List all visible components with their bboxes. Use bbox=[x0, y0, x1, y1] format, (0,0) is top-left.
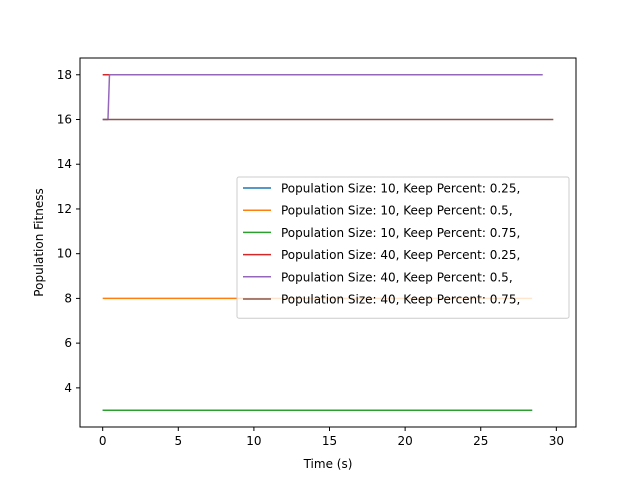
legend-label-4: Population Size: 40, Keep Percent: 0.25, bbox=[281, 248, 520, 262]
legend-label-1: Population Size: 10, Keep Percent: 0.25, bbox=[281, 182, 520, 196]
x-tick-label: 15 bbox=[322, 434, 337, 448]
legend-label-6: Population Size: 40, Keep Percent: 0.75, bbox=[281, 293, 520, 307]
y-axis-label: Population Fitness bbox=[32, 188, 46, 296]
x-tick-label: 0 bbox=[99, 434, 107, 448]
y-axis-ticks: 4 6 8 10 12 14 16 18 bbox=[57, 68, 80, 395]
y-tick-label: 8 bbox=[64, 291, 72, 305]
legend-label-2: Population Size: 10, Keep Percent: 0.5, bbox=[281, 204, 513, 218]
y-tick-label: 6 bbox=[64, 336, 72, 350]
legend-label-3: Population Size: 10, Keep Percent: 0.75, bbox=[281, 226, 520, 240]
legend-label-5: Population Size: 40, Keep Percent: 0.5, bbox=[281, 270, 513, 284]
y-tick-label: 10 bbox=[57, 247, 72, 261]
x-axis-ticks: 0 5 10 15 20 25 30 bbox=[99, 427, 564, 448]
x-tick-label: 5 bbox=[174, 434, 182, 448]
x-tick-label: 25 bbox=[473, 434, 488, 448]
x-axis-label: Time (s) bbox=[303, 457, 353, 471]
x-tick-label: 20 bbox=[397, 434, 412, 448]
x-tick-label: 10 bbox=[246, 434, 261, 448]
y-tick-label: 16 bbox=[57, 113, 72, 127]
y-tick-label: 4 bbox=[64, 381, 72, 395]
legend: Population Size: 10, Keep Percent: 0.25,… bbox=[236, 176, 570, 319]
y-tick-label: 14 bbox=[57, 157, 72, 171]
y-tick-label: 18 bbox=[57, 68, 72, 82]
x-tick-label: 30 bbox=[549, 434, 564, 448]
y-tick-label: 12 bbox=[57, 202, 72, 216]
legend-box bbox=[236, 176, 570, 319]
axes-frame bbox=[79, 57, 577, 428]
